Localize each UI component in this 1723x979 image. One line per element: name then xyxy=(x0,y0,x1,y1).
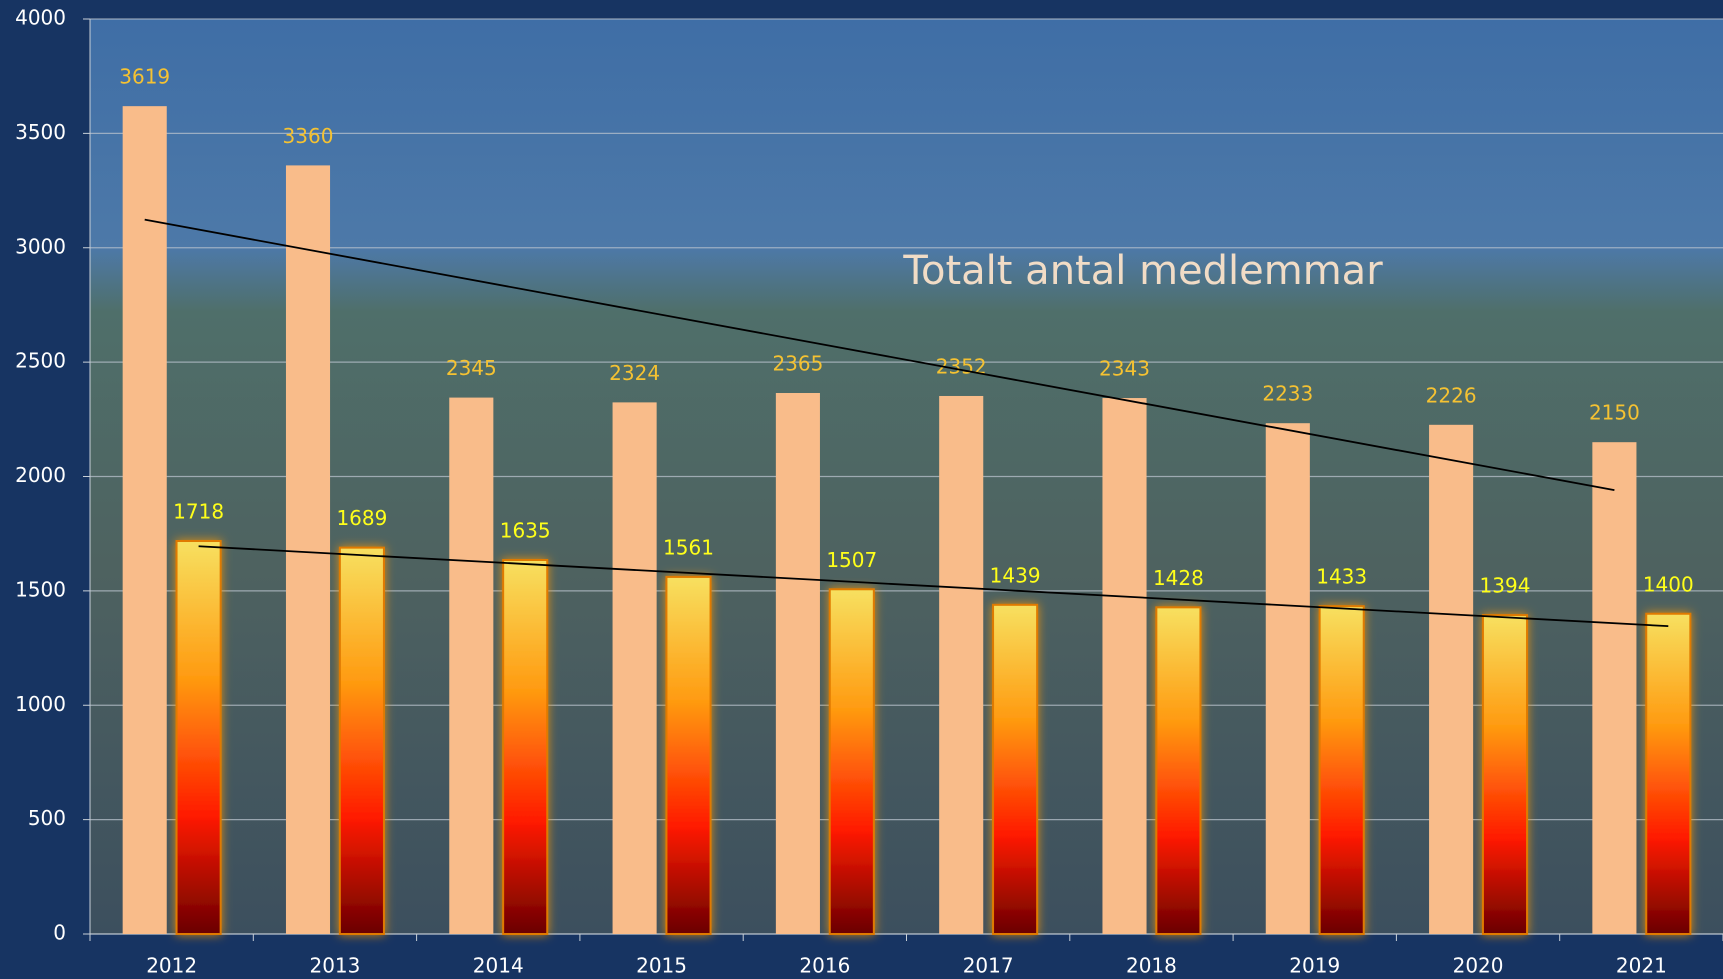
value-label: 1428 xyxy=(1153,566,1204,590)
y-tick-label: 500 xyxy=(28,806,66,830)
y-tick-label: 1500 xyxy=(15,577,66,601)
value-label: 1394 xyxy=(1480,574,1531,598)
value-label: 2345 xyxy=(446,356,497,380)
value-label: 1400 xyxy=(1643,572,1694,596)
bar xyxy=(449,397,494,934)
y-tick-label: 4000 xyxy=(15,6,66,30)
x-tick-label: 2018 xyxy=(1126,954,1177,978)
y-tick-label: 2000 xyxy=(15,463,66,487)
x-tick-label: 2014 xyxy=(473,954,524,978)
x-tick-label: 2020 xyxy=(1453,954,1504,978)
bar xyxy=(338,546,385,935)
value-label: 2226 xyxy=(1426,383,1477,407)
bar xyxy=(122,106,167,934)
bar xyxy=(665,575,712,935)
y-tick-label: 2500 xyxy=(15,349,66,373)
bar xyxy=(992,603,1039,935)
y-tick-label: 3000 xyxy=(15,234,66,258)
bar xyxy=(502,558,549,936)
bar xyxy=(1102,398,1147,934)
x-tick-label: 2019 xyxy=(1289,954,1340,978)
bar xyxy=(1265,423,1310,934)
bar xyxy=(775,393,820,935)
bar xyxy=(1592,442,1637,934)
bar xyxy=(939,395,984,935)
y-tick-label: 0 xyxy=(53,921,66,945)
value-label: 3360 xyxy=(283,124,334,148)
bar xyxy=(1645,612,1692,935)
x-tick-label: 2016 xyxy=(799,954,850,978)
value-label: 2343 xyxy=(1099,357,1150,381)
value-label: 1507 xyxy=(826,548,877,572)
x-tick-label: 2017 xyxy=(963,954,1014,978)
y-tick-label: 3500 xyxy=(15,120,66,144)
bar xyxy=(1155,606,1202,935)
bar xyxy=(285,165,331,934)
trend-line xyxy=(198,545,1669,628)
x-tick-label: 2021 xyxy=(1616,954,1667,978)
x-tick-label: 2012 xyxy=(146,954,197,978)
bar xyxy=(1429,424,1474,934)
bar xyxy=(612,402,657,934)
value-label: 1718 xyxy=(173,500,224,524)
value-label: 1635 xyxy=(500,518,551,542)
bar xyxy=(1481,614,1529,935)
y-tick-label: 1000 xyxy=(15,692,66,716)
bar xyxy=(175,540,222,935)
bar xyxy=(1318,605,1365,935)
value-label: 2233 xyxy=(1262,382,1313,406)
value-label: 2324 xyxy=(609,361,660,385)
value-label: 3619 xyxy=(119,65,170,89)
trend-line xyxy=(144,218,1615,491)
value-label: 1433 xyxy=(1316,565,1367,589)
value-label: 2365 xyxy=(772,352,823,376)
x-tick-label: 2013 xyxy=(309,954,360,978)
annotation: Totalt antal medlemmar xyxy=(902,248,1383,294)
x-tick-label: 2015 xyxy=(636,954,687,978)
value-label: 2150 xyxy=(1589,401,1640,425)
bar xyxy=(828,588,875,935)
value-label: 1439 xyxy=(990,563,1041,587)
value-label: 1689 xyxy=(336,506,387,530)
value-label: 1561 xyxy=(663,535,714,559)
